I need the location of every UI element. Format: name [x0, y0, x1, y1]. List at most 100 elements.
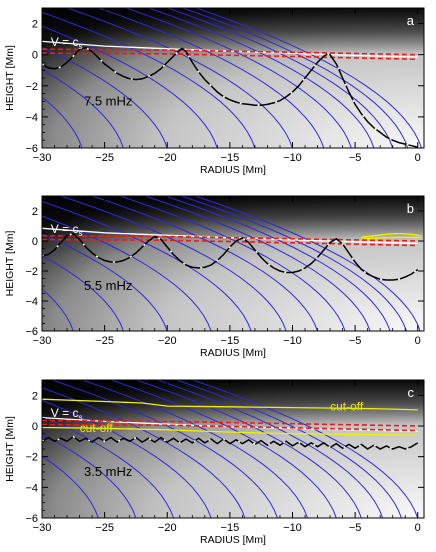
panel-letter: a [407, 13, 415, 28]
vcs-subscript: s [78, 413, 82, 422]
plot-area [42, 380, 419, 518]
field-line-3 [42, 415, 175, 518]
x-tick-label: −25 [95, 335, 114, 347]
red-dashed-line-2 [42, 238, 418, 247]
frequency-label: 3.5 mHz [84, 464, 132, 479]
x-tick-label: −5 [349, 522, 362, 534]
y-tick-label: 0 [32, 50, 38, 62]
cutoff-curve-1 [361, 232, 422, 238]
x-tick-label: −25 [95, 522, 114, 534]
x-tick-label: −20 [158, 522, 177, 534]
x-tick-label: −15 [221, 522, 240, 534]
red-dashed-line-1 [42, 235, 418, 242]
x-tick-label: 0 [415, 522, 421, 534]
x-tick-label: −15 [221, 152, 240, 164]
y-tick-label: −4 [25, 296, 38, 308]
field-line-6 [65, 8, 294, 148]
x-tick-label: 0 [415, 152, 421, 164]
cutoff-curve-2 [42, 426, 418, 436]
cutoff-annotation: cut-off [330, 400, 364, 414]
plot-area [42, 8, 423, 148]
field-line-3 [42, 233, 168, 331]
field-line-3 [42, 46, 168, 148]
field-line-10 [156, 380, 384, 518]
x-axis-label: RADIUS [Mm] [200, 164, 266, 176]
field-line-9 [147, 8, 375, 148]
x-tick-label: −20 [158, 152, 177, 164]
field-line-12 [193, 196, 421, 331]
field-line-8 [118, 196, 346, 331]
y-tick-label: −2 [25, 81, 38, 93]
x-tick-label: −30 [33, 152, 52, 164]
y-tick-label: −6 [25, 326, 38, 338]
x-tick-label: 0 [415, 335, 421, 347]
field-line-9 [134, 380, 362, 518]
x-axis-label: RADIUS [Mm] [200, 534, 266, 546]
y-tick-label: 2 [32, 390, 38, 402]
field-line-2 [42, 433, 137, 518]
field-line-8 [124, 8, 352, 148]
y-axis-label: HEIGHT [Mm] [4, 231, 16, 297]
field-line-6 [50, 380, 279, 518]
field-line-2 [42, 69, 124, 148]
vcs-annotation: V = cs [51, 35, 83, 51]
field-line-1 [42, 96, 83, 148]
field-line-4 [42, 25, 218, 148]
field-line-6 [59, 196, 287, 331]
x-tick-label: −20 [158, 335, 177, 347]
y-tick-label: −4 [25, 112, 38, 124]
y-tick-label: 0 [32, 236, 38, 248]
y-tick-label: −2 [25, 266, 38, 278]
field-line-5 [42, 11, 256, 148]
y-axis-label: HEIGHT [Mm] [4, 45, 16, 111]
x-tick-label: −30 [33, 335, 52, 347]
field-line-4 [42, 399, 212, 518]
ray-path-time-ticks [42, 232, 419, 281]
field-line-7 [90, 196, 319, 331]
panel-letter: c [408, 385, 415, 400]
red-dashed-line-1 [42, 48, 418, 56]
field-line-12 [191, 380, 419, 518]
field-line-9 [143, 196, 371, 331]
x-tick-label: −10 [283, 152, 302, 164]
field-line-11 [174, 380, 403, 518]
field-line-2 [42, 254, 124, 331]
field-line-7 [97, 8, 325, 148]
y-tick-label: −4 [25, 482, 38, 494]
y-axis-label: HEIGHT [Mm] [4, 416, 16, 482]
vcs-annotation: V = cs [51, 222, 83, 238]
y-tick-label: −6 [25, 143, 38, 155]
x-tick-label: −10 [283, 522, 302, 534]
x-tick-label: −25 [95, 152, 114, 164]
cutoff-annotation: cut-off [80, 421, 114, 435]
vcs-subscript: s [78, 229, 82, 238]
frequency-label: 7.5 mHz [84, 93, 132, 108]
vcs-subscript: s [78, 42, 82, 51]
plot-area [42, 196, 422, 331]
y-tick-label: −6 [25, 513, 38, 525]
ray-path-time-ticks [42, 435, 419, 450]
vcs-annotation: V = cs [51, 406, 83, 422]
field-line-4 [42, 215, 212, 331]
y-tick-label: 2 [32, 19, 38, 31]
frequency-label: 5.5 mHz [84, 278, 132, 293]
field-line-8 [109, 380, 337, 518]
cutoff-curve-2 [361, 236, 422, 240]
field-line-10 [166, 8, 394, 148]
ray-path-time-ticks [42, 46, 418, 148]
panel-letter: b [407, 201, 414, 216]
field-line-5 [42, 387, 246, 518]
field-line-12 [194, 8, 423, 148]
y-tick-label: 2 [32, 206, 38, 218]
cutoff-curve-1 [42, 398, 418, 411]
red-dashed-line-2 [42, 52, 418, 61]
y-tick-label: 0 [32, 421, 38, 433]
field-line-1 [42, 288, 74, 331]
red-dashed-line-2 [42, 423, 418, 432]
x-axis-label: RADIUS [Mm] [200, 347, 266, 359]
